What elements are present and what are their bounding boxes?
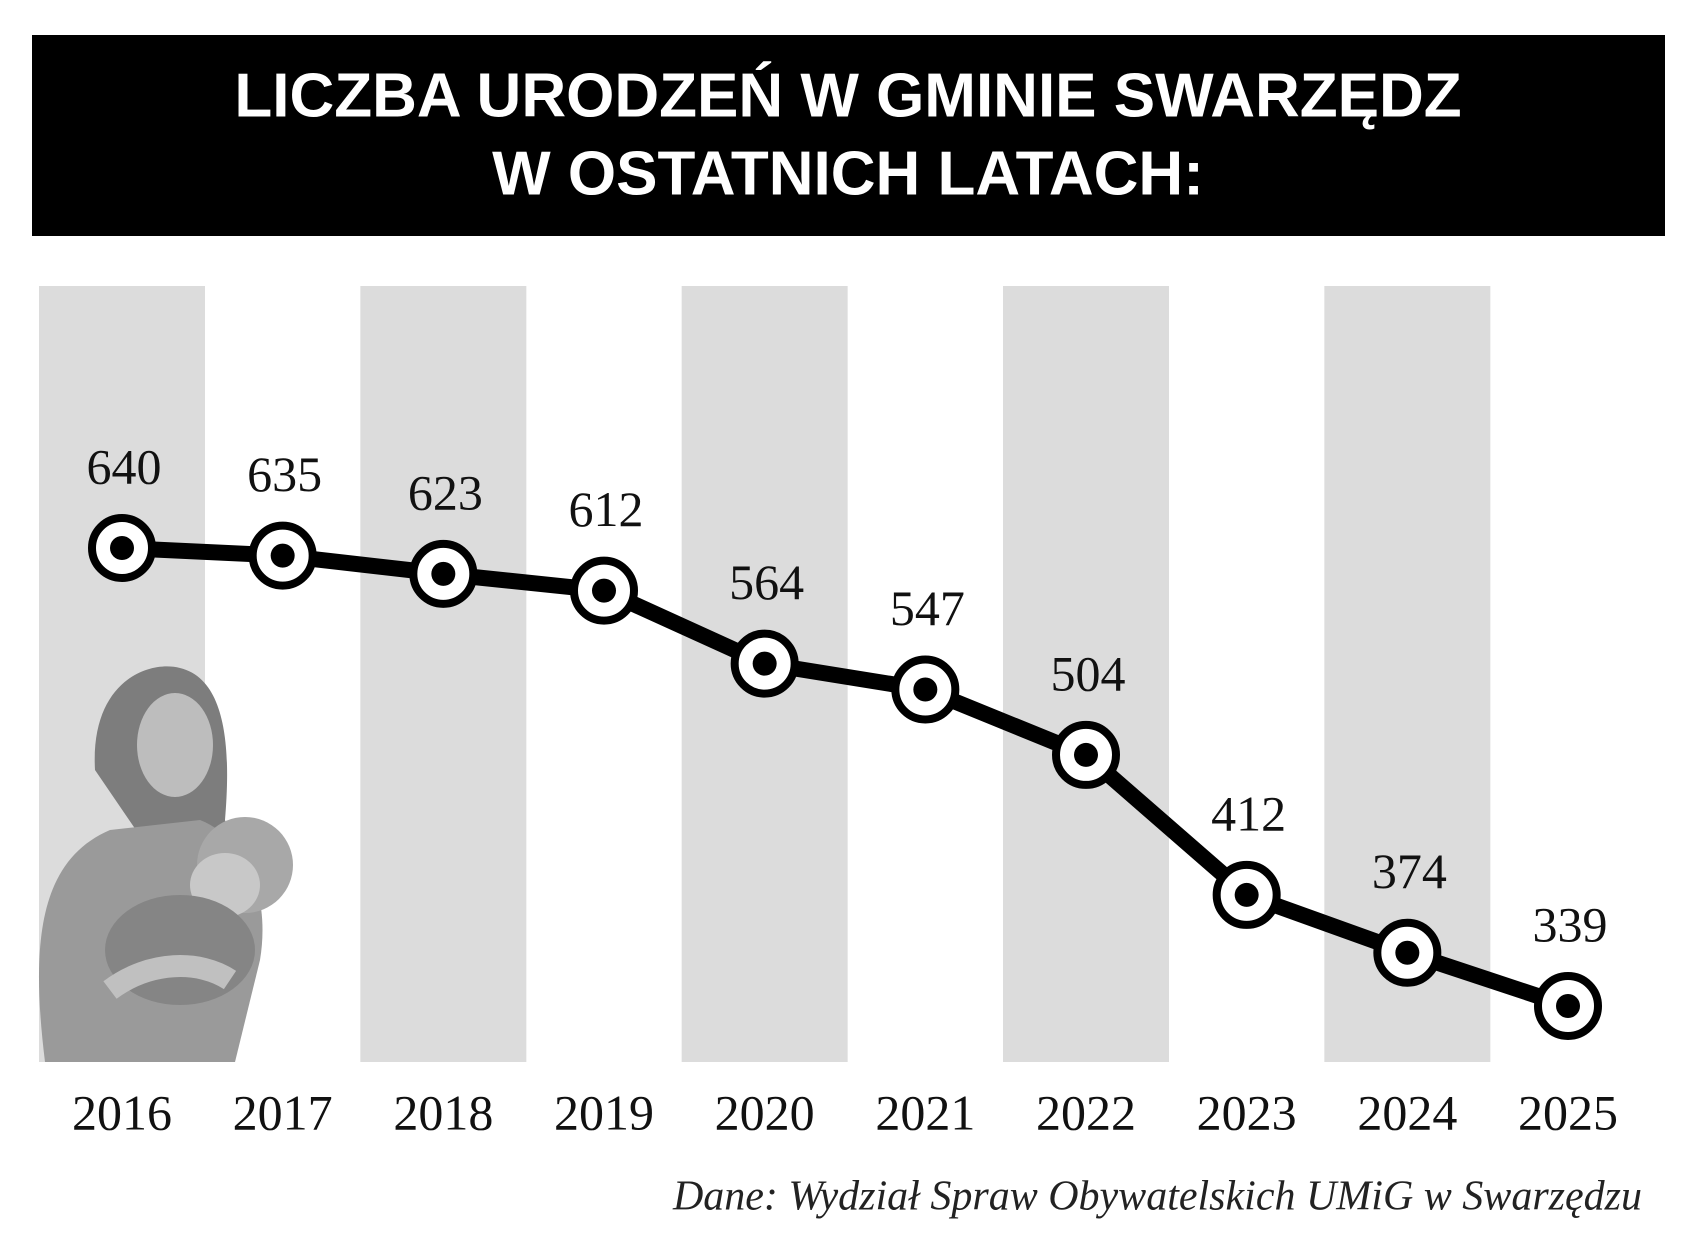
x-tick-label: 2025 [1518,1084,1618,1140]
x-tick-label: 2020 [715,1084,815,1140]
value-label: 339 [1533,896,1608,952]
chart-title: W OSTATNICH LATACH: [492,139,1204,208]
x-tick-label: 2021 [875,1084,975,1140]
value-label: 564 [729,554,804,610]
value-label: 635 [247,446,322,502]
point-dot [1556,994,1580,1018]
point-dot [592,578,616,603]
source-note: Dane: Wydział Spraw Obywatelskich UMiG w… [672,1174,1642,1220]
x-tick-label: 2024 [1357,1084,1457,1140]
plot-area: 640 2016 635 2017 623 2018 612 2019 564 2020 547 20… [72,438,1618,1140]
x-tick-label: 2019 [554,1084,654,1140]
value-label: 623 [408,464,483,520]
line [121,540,1571,1014]
point-dot [1074,742,1098,767]
point-dot [913,677,938,702]
value-label: 612 [569,481,644,537]
x-tick-label: 2016 [72,1084,172,1140]
value-label: 374 [1372,843,1447,899]
x-tick-label: 2022 [1036,1084,1136,1140]
x-tick-label: 2023 [1197,1084,1297,1140]
chart-title: LICZBA URODZEŃ W GMINIE SWARZĘDZ [234,61,1461,130]
illustration [38,666,293,1062]
value-label: 504 [1051,645,1126,701]
x-tick-label: 2018 [393,1084,493,1140]
point-dot [431,561,456,586]
title-banner [32,35,1665,236]
point-dot [1395,940,1420,965]
point-dot [270,543,295,568]
point-dot [110,536,134,560]
point-dot [1234,882,1259,907]
stripes [39,286,1491,1062]
point-dot [752,651,777,676]
value-label: 547 [890,580,965,636]
value-label: 640 [87,438,162,494]
x-tick-label: 2017 [233,1084,333,1140]
column-stripe [360,286,527,1062]
value-label: 412 [1211,785,1286,841]
column-stripe [1003,286,1169,1062]
